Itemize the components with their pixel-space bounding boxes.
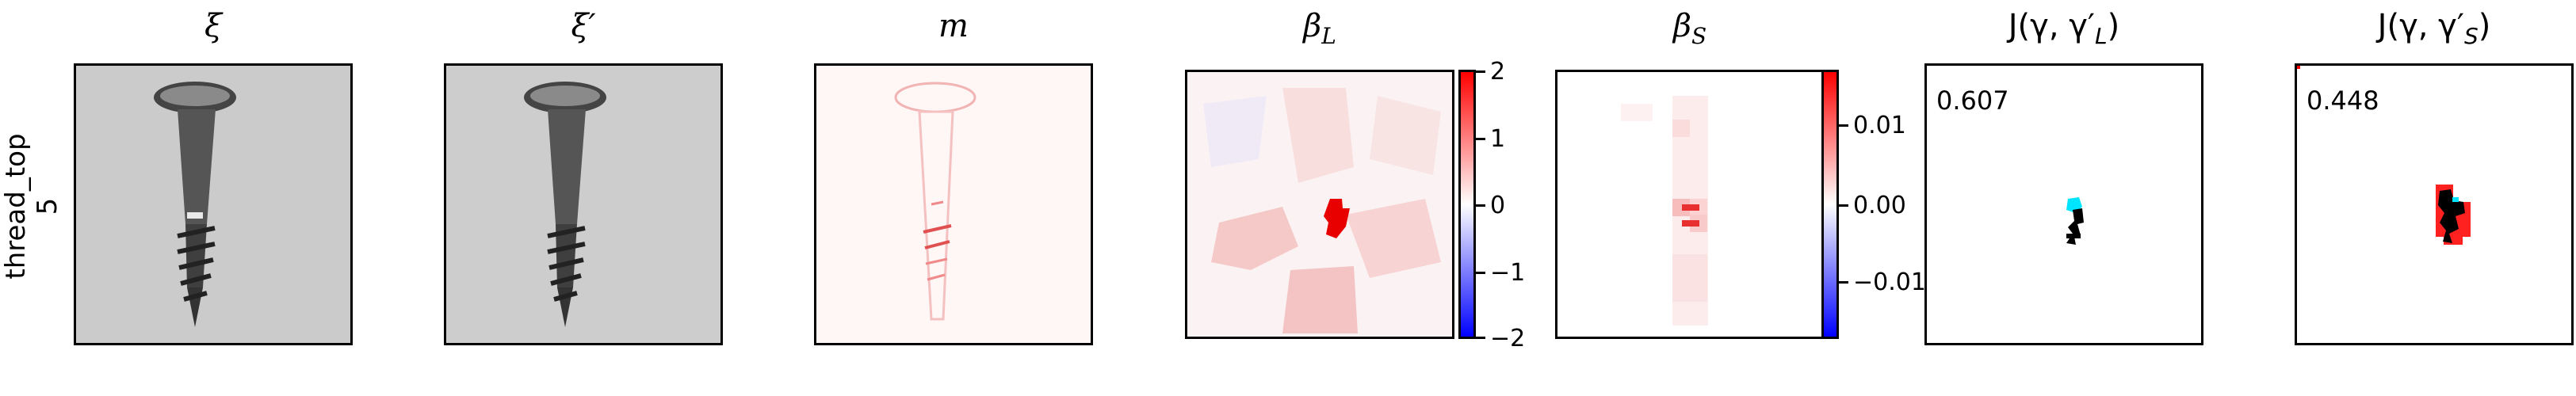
difference-map <box>816 66 1091 343</box>
image-j-s <box>2295 63 2574 345</box>
colorbar-beta-l-tick: 1 <box>1490 125 1506 153</box>
colorbar-beta-l-tick: 2 <box>1490 58 1506 86</box>
colorbar-beta-s-tick: 0.00 <box>1853 192 1906 219</box>
image-beta-s <box>1555 70 1825 339</box>
overlap-map-l <box>1927 66 2201 343</box>
screw-image-original <box>76 66 350 343</box>
colorbar-beta-s-tick: −0.01 <box>1853 268 1926 296</box>
panel-title-m: m <box>938 8 969 44</box>
panel-title-beta-s: βS <box>1672 8 1707 49</box>
panel-title-xi: ξ <box>204 8 223 44</box>
image-beta-l <box>1185 70 1454 339</box>
colorbar-beta-l-tick: −2 <box>1490 325 1526 352</box>
panel-title-j-s: J(γ, γ′S) <box>2377 8 2491 49</box>
panel-title-xi-prime: ξ′ <box>571 8 596 44</box>
colorbar-beta-s-tick: 0.01 <box>1853 112 1906 139</box>
image-xi <box>74 63 353 345</box>
score-j-s: 0.448 <box>2307 86 2379 116</box>
panel-title-j-l: J(γ, γ′L) <box>2008 8 2120 49</box>
colorbar-beta-l-tick: −1 <box>1490 259 1526 287</box>
score-j-l: 0.607 <box>1936 86 2009 116</box>
row-label-index: 5 <box>32 197 63 215</box>
colorbar-beta-l-tick: 0 <box>1490 192 1506 219</box>
panel-title-beta-l: βL <box>1303 8 1336 49</box>
beta-l-heatmap <box>1187 72 1452 337</box>
beta-s-heatmap <box>1557 72 1822 337</box>
image-xi-prime <box>444 63 723 345</box>
colorbar-beta-s <box>1821 70 1839 339</box>
overlap-map-s <box>2297 66 2571 343</box>
colorbar-beta-l <box>1458 70 1476 339</box>
image-m <box>814 63 1093 345</box>
screw-image-reconstruction <box>446 66 720 343</box>
image-j-l <box>1924 63 2203 345</box>
row-label: thread_top 5 <box>0 70 63 343</box>
row-label-category: thread_top <box>0 133 32 280</box>
